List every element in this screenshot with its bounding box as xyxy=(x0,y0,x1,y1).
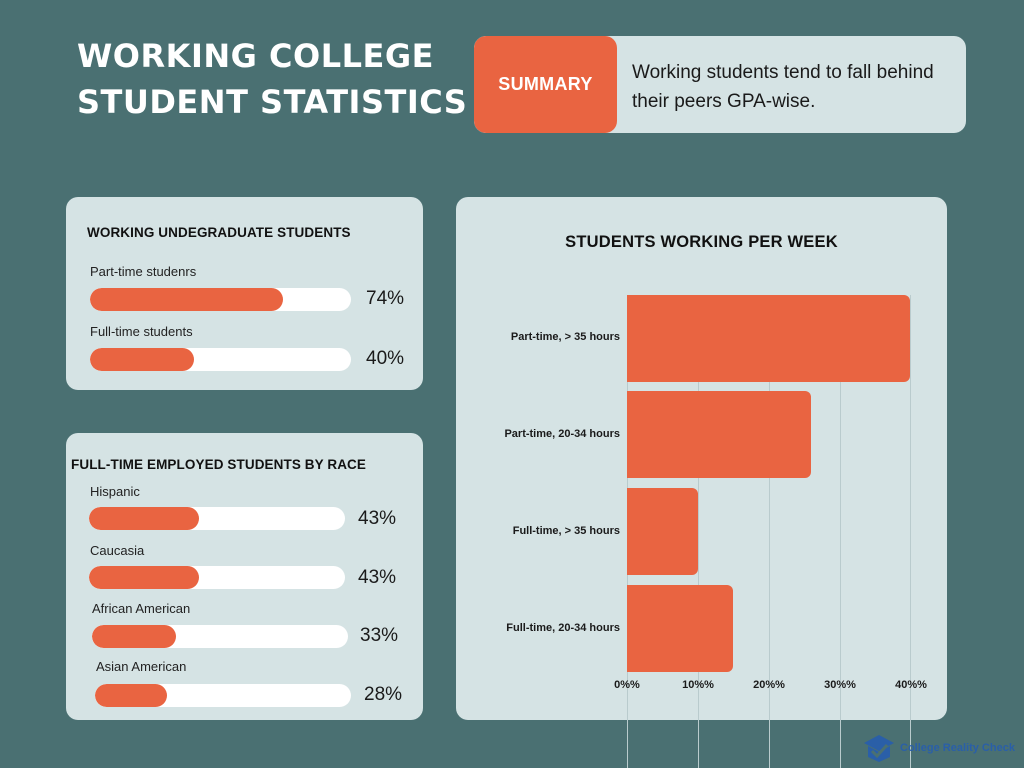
progress-label: Full-time students xyxy=(90,324,193,339)
page-title-line-1: WORKING COLLEGE xyxy=(77,37,434,75)
race-card-title: FULL-TIME EMPLOYED STUDENTS BY RACE xyxy=(71,457,367,472)
category-label: Full-time, 20-34 hours xyxy=(506,622,620,634)
progress-value: 74% xyxy=(366,288,405,309)
progress-track xyxy=(89,507,345,530)
weekly-chart-card: STUDENTS WORKING PER WEEK Part-time, > 3… xyxy=(456,197,947,768)
progress-fill xyxy=(89,507,200,530)
chart-bar xyxy=(627,585,734,672)
chart-bar xyxy=(627,488,698,575)
page-title-line-2: STUDENT STATISTICS xyxy=(77,83,468,121)
gridline xyxy=(840,295,841,768)
summary-text: Working students tend to fall behind the… xyxy=(632,62,934,112)
progress-track xyxy=(95,684,351,707)
page-title: WORKING COLLEGE STUDENT STATISTICS xyxy=(77,33,467,125)
brand-logo[interactable]: College Reality Check xyxy=(862,733,1015,763)
progress-label: Asian American xyxy=(96,659,187,674)
category-label: Part-time, > 35 hours xyxy=(510,331,620,343)
progress-track xyxy=(90,288,351,311)
category-label: Part-time, 20-34 hours xyxy=(504,428,620,440)
x-tick-label: 0%% xyxy=(614,679,640,691)
chart-title: STUDENTS WORKING PER WEEK xyxy=(565,233,838,251)
progress-fill xyxy=(95,684,167,707)
undergrad-card-title: WORKING UNDEGRADUATE STUDENTS xyxy=(87,225,351,240)
progress-value: 43% xyxy=(358,508,397,529)
progress-label: Part-time studenrs xyxy=(90,264,197,279)
progress-track xyxy=(90,348,351,371)
progress-track xyxy=(89,566,345,589)
progress-value: 33% xyxy=(360,625,399,646)
progress-fill xyxy=(92,625,177,648)
brand-name: College Reality Check xyxy=(900,742,1015,754)
progress-fill xyxy=(89,566,200,589)
x-tick-label: 10%% xyxy=(682,679,714,691)
summary-box: SUMMARY Working students tend to fall be… xyxy=(474,36,966,133)
x-tick-label: 40%% xyxy=(895,679,927,691)
race-card: FULL-TIME EMPLOYED STUDENTS BY RACE Hisp… xyxy=(66,433,423,720)
progress-label: Caucasia xyxy=(90,543,145,558)
progress-label: Hispanic xyxy=(90,484,140,499)
gridline xyxy=(698,295,699,768)
progress-value: 40% xyxy=(366,348,405,369)
progress-label: African American xyxy=(92,601,191,616)
x-tick-label: 20%% xyxy=(753,679,785,691)
progress-fill xyxy=(90,348,195,371)
graduation-cap-check-icon xyxy=(864,735,894,762)
summary-badge: SUMMARY xyxy=(474,36,617,133)
chart-bar xyxy=(627,295,910,382)
progress-value: 28% xyxy=(364,684,403,705)
progress-value: 43% xyxy=(358,567,397,588)
chart-bar xyxy=(627,391,811,478)
progress-track xyxy=(92,625,348,648)
gridline xyxy=(769,295,770,768)
category-label: Full-time, > 35 hours xyxy=(512,525,620,537)
undergrad-card: WORKING UNDEGRADUATE STUDENTS Part-time … xyxy=(66,197,423,390)
x-tick-label: 30%% xyxy=(824,679,856,691)
progress-fill xyxy=(90,288,284,311)
gridline xyxy=(910,295,911,768)
